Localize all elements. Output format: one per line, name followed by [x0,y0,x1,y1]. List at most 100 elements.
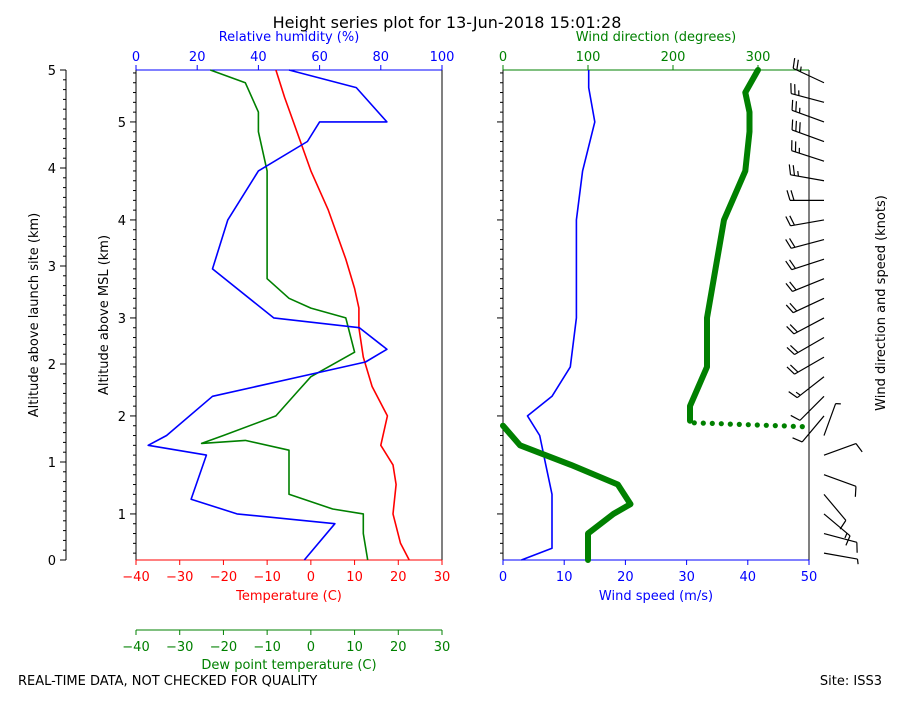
quality-disclaimer: REAL-TIME DATA, NOT CHECKED FOR QUALITY [18,674,317,689]
msl-tick-label: 2 [118,410,126,425]
barb-staff [792,110,824,122]
wind-barb [786,238,824,248]
wind-speed-tick-label: 30 [678,570,695,585]
msl-tick-label: 5 [118,116,126,131]
dewpoint-tick-label: −20 [210,640,237,655]
wind-direction-axis-label: Wind direction (degrees) [576,30,736,45]
humidity-tick-label: 100 [430,50,455,65]
temperature-tick-label: 30 [434,570,451,585]
launch-tick-label: 5 [48,64,56,79]
humidity-tick-label: 60 [311,50,328,65]
dewpoint-tick-label: 20 [390,640,407,655]
barb-flag [796,101,797,111]
wind-direction-dot [737,422,742,427]
wind-direction-tick-label: 0 [499,50,507,65]
dewpoint-tick-label: −40 [122,640,149,655]
wind-barb [792,119,824,141]
wind-barb [824,444,862,456]
barb-staff [791,220,824,226]
wind-speed-tick-label: 10 [556,570,573,585]
barb-half [857,559,858,564]
temperature-tick-label: −20 [210,570,237,585]
wind-direction-line [503,426,631,560]
barb-staff [802,416,824,442]
wind-barb [789,377,824,398]
barb-staff [791,94,824,103]
barb-staff [792,130,824,142]
wind-speed-line [521,70,594,560]
barb-half [798,171,799,176]
humidity-tick-label: 20 [189,50,206,65]
barb-staff [824,534,857,543]
barb-flag [855,486,856,496]
wind-barb [824,534,857,553]
wind-barb [791,396,824,420]
wind-barb [791,83,824,102]
temperature-tick-label: 20 [390,570,407,585]
humidity-tick-label: 80 [373,50,390,65]
barb-staff [824,475,856,487]
msl-tick-label: 4 [118,214,126,229]
wind-barb [824,553,858,564]
wind-direction-dot [782,423,787,428]
wind-direction-tick-label: 300 [746,50,771,65]
temperature-tick-label: −30 [166,570,193,585]
dewpoint-tick-label: −10 [253,640,280,655]
barb-staff [824,444,856,456]
wind-direction-dot [692,420,697,425]
barb-half [845,533,847,538]
wind-direction-dot [764,423,769,428]
barb-flag [797,60,799,70]
wind-barb [787,357,824,374]
wind-direction-dot [773,423,778,428]
wind-direction-dot [755,422,760,427]
wind-barb [786,259,824,270]
launch-tick-label: 4 [48,162,56,177]
site-label: Site: ISS3 [820,674,882,689]
humidity-tick-label: 0 [132,50,140,65]
barb-staff [791,240,824,249]
dewpoint-tick-label: −30 [166,640,193,655]
wind-barb [792,140,824,161]
barb-flag [786,217,791,226]
wind-speed-tick-label: 50 [801,570,818,585]
humidity-line [148,70,387,560]
barb-staff [792,259,824,270]
barb-flag [789,164,790,174]
barb-flag [840,520,846,529]
barb-flag [791,190,794,200]
wind-direction-line [690,70,758,421]
wind-direction-tick-label: 200 [661,50,686,65]
dewpoint-tick-label: 30 [434,640,451,655]
wind-barbs: Wind direction and speed (knots) [786,58,889,564]
dewpoint-line [202,70,368,560]
barb-flag [787,190,790,200]
temperature-axis-label: Temperature (C) [235,589,342,604]
wind-barb [792,100,824,122]
wind-speed-tick-label: 0 [499,570,507,585]
wind-direction-tick-label: 100 [576,50,601,65]
barb-flag [856,444,862,452]
temperature-tick-label: −10 [253,570,280,585]
barb-staff [824,553,857,559]
barb-staff [797,377,824,398]
barb-flag [792,100,793,110]
barb-flag [793,165,794,175]
wind-barb [787,318,824,334]
msl-tick-label: 3 [118,312,126,327]
humidity-tick-label: 40 [250,50,267,65]
barbs-axis-label: Wind direction and speed (knots) [874,195,889,411]
wind-speed-tick-label: 20 [617,570,634,585]
msl-tick-label: 1 [118,508,126,523]
barb-staff [800,396,824,420]
launch-tick-label: 0 [48,554,56,569]
wind-barb [789,164,824,180]
wind-direction-dot [728,422,733,427]
launch-tick-label: 2 [48,358,56,373]
wind-direction-dot [800,424,805,429]
barb-staff [824,404,836,436]
